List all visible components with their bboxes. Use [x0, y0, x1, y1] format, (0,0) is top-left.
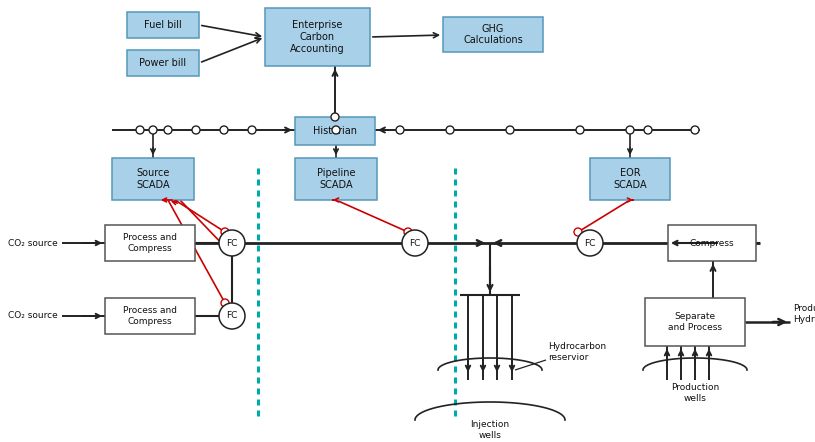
- Circle shape: [164, 126, 172, 134]
- Bar: [645, 298, 745, 346]
- Circle shape: [149, 126, 157, 134]
- Circle shape: [402, 230, 428, 256]
- Bar: [127, 12, 199, 38]
- Text: FC: FC: [227, 312, 238, 320]
- Text: Injection
wells: Injection wells: [470, 420, 509, 440]
- Text: GHG
Calculations: GHG Calculations: [463, 24, 523, 45]
- Text: Historian: Historian: [313, 126, 357, 136]
- Bar: [668, 225, 756, 261]
- Circle shape: [221, 299, 229, 307]
- Circle shape: [219, 303, 245, 329]
- Circle shape: [506, 126, 514, 134]
- Circle shape: [691, 126, 699, 134]
- Bar: [105, 298, 195, 334]
- Bar: [295, 117, 375, 145]
- Text: Separate
and Process: Separate and Process: [668, 312, 722, 332]
- Text: Power bill: Power bill: [139, 58, 187, 68]
- Circle shape: [404, 228, 412, 236]
- Text: Produced
Hydrocarbons: Produced Hydrocarbons: [793, 304, 815, 324]
- Circle shape: [136, 126, 144, 134]
- Text: Source
SCADA: Source SCADA: [136, 168, 170, 190]
- Bar: [590, 158, 670, 200]
- Text: Fuel bill: Fuel bill: [144, 20, 182, 30]
- Text: CO₂ source: CO₂ source: [8, 312, 58, 320]
- Circle shape: [248, 126, 256, 134]
- Circle shape: [396, 126, 404, 134]
- Circle shape: [331, 113, 339, 121]
- Bar: [265, 8, 370, 66]
- Text: Pipeline
SCADA: Pipeline SCADA: [317, 168, 355, 190]
- Text: Process and
Compress: Process and Compress: [123, 233, 177, 253]
- Circle shape: [446, 126, 454, 134]
- Circle shape: [221, 228, 229, 236]
- Text: Compress: Compress: [689, 239, 734, 248]
- Circle shape: [574, 228, 582, 236]
- Text: CO₂ source: CO₂ source: [8, 239, 58, 248]
- Circle shape: [626, 126, 634, 134]
- Circle shape: [577, 230, 603, 256]
- Bar: [127, 50, 199, 76]
- Bar: [295, 158, 377, 200]
- Bar: [443, 17, 543, 52]
- Circle shape: [220, 126, 228, 134]
- Text: Enterprise
Carbon
Accounting: Enterprise Carbon Accounting: [290, 20, 345, 53]
- Circle shape: [576, 126, 584, 134]
- Bar: [105, 225, 195, 261]
- Text: Process and
Compress: Process and Compress: [123, 306, 177, 326]
- Text: FC: FC: [409, 239, 421, 248]
- Text: FC: FC: [584, 239, 596, 248]
- Text: Hydrocarbon
reservior: Hydrocarbon reservior: [548, 342, 606, 362]
- Circle shape: [332, 126, 340, 134]
- Text: Production
wells: Production wells: [671, 383, 719, 403]
- Circle shape: [224, 246, 232, 254]
- Circle shape: [644, 126, 652, 134]
- Bar: [112, 158, 194, 200]
- Circle shape: [192, 126, 200, 134]
- Text: FC: FC: [227, 239, 238, 248]
- Circle shape: [219, 230, 245, 256]
- Text: EOR
SCADA: EOR SCADA: [613, 168, 647, 190]
